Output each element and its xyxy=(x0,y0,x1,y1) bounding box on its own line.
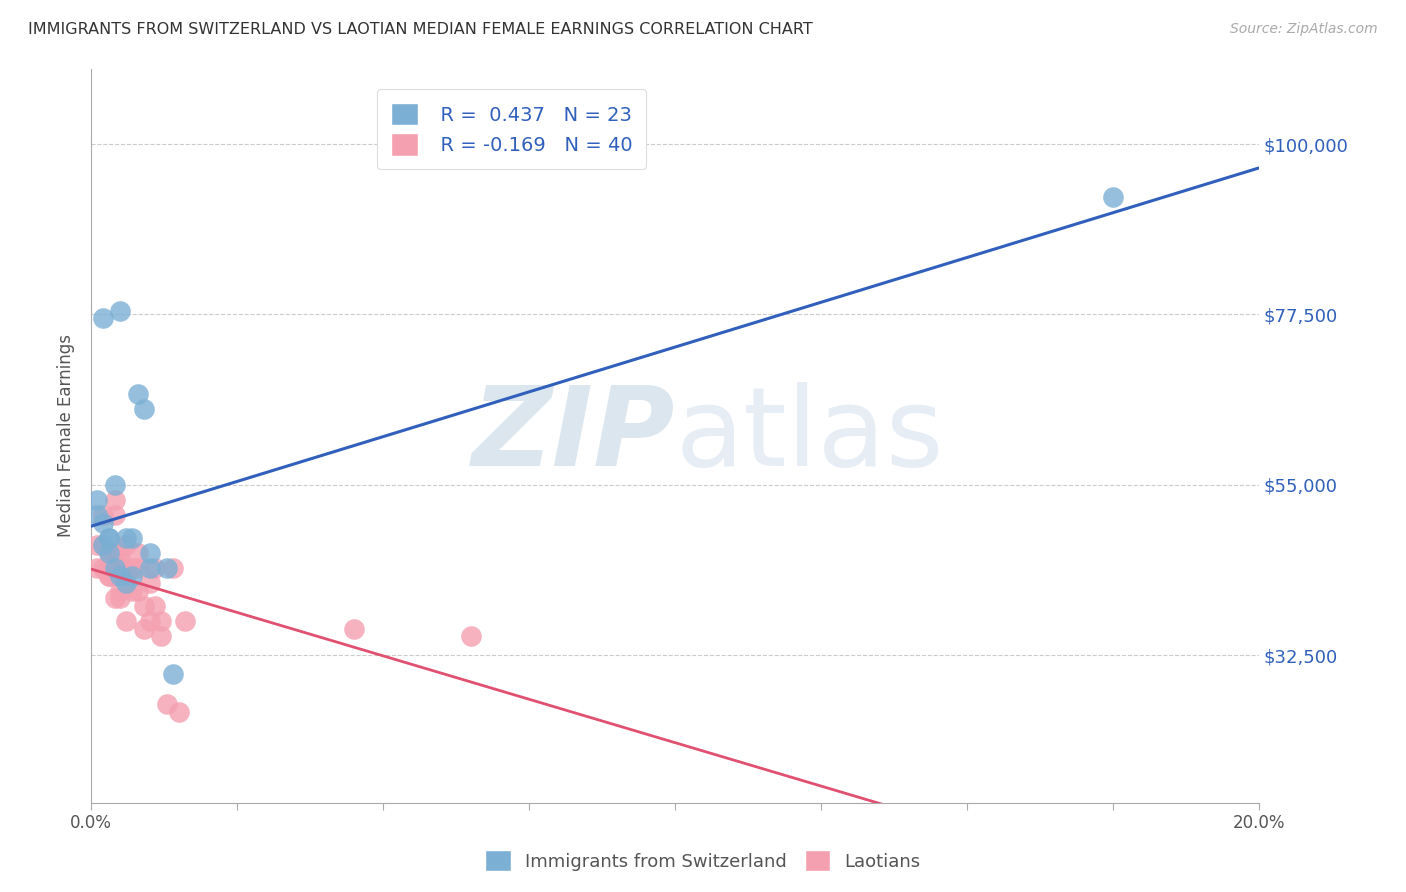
Point xyxy=(156,561,179,575)
Point xyxy=(91,516,114,530)
Point xyxy=(86,492,108,507)
Y-axis label: Median Female Earnings: Median Female Earnings xyxy=(58,334,75,537)
Point xyxy=(145,599,167,613)
Point xyxy=(86,561,108,575)
Point xyxy=(162,667,184,681)
Point xyxy=(127,546,149,560)
Point xyxy=(110,303,132,318)
Point xyxy=(110,553,132,567)
Point xyxy=(115,538,138,552)
Point xyxy=(132,599,155,613)
Point xyxy=(167,705,190,719)
Point xyxy=(115,561,138,575)
Point xyxy=(1102,190,1125,204)
Point xyxy=(115,531,138,545)
Point xyxy=(103,477,125,491)
Point xyxy=(138,546,160,560)
Legend: Immigrants from Switzerland, Laotians: Immigrants from Switzerland, Laotians xyxy=(478,843,928,879)
Point xyxy=(110,583,132,598)
Point xyxy=(121,531,143,545)
Text: atlas: atlas xyxy=(675,382,943,489)
Point xyxy=(132,622,155,636)
Text: ZIP: ZIP xyxy=(471,382,675,489)
Point xyxy=(97,568,120,582)
Legend:   R =  0.437   N = 23,   R = -0.169   N = 40: R = 0.437 N = 23, R = -0.169 N = 40 xyxy=(377,89,645,169)
Point xyxy=(103,561,125,575)
Point xyxy=(127,561,149,575)
Point xyxy=(91,538,114,552)
Point xyxy=(145,561,167,575)
Point xyxy=(162,561,184,575)
Point xyxy=(97,531,120,545)
Point xyxy=(121,568,143,582)
Point xyxy=(132,402,155,417)
Point xyxy=(150,629,173,643)
Point xyxy=(173,614,195,628)
Point xyxy=(110,591,132,606)
Point xyxy=(91,311,114,326)
Point xyxy=(103,492,125,507)
Point xyxy=(97,561,120,575)
Point xyxy=(103,508,125,522)
Point xyxy=(97,546,120,560)
Point xyxy=(121,583,143,598)
Point xyxy=(91,508,114,522)
Point xyxy=(97,568,120,582)
Point xyxy=(156,697,179,711)
Point xyxy=(121,561,143,575)
Point xyxy=(97,531,120,545)
Point xyxy=(127,583,149,598)
Point xyxy=(138,614,160,628)
Point xyxy=(86,538,108,552)
Point xyxy=(110,546,132,560)
Point xyxy=(86,508,108,522)
Point xyxy=(103,568,125,582)
Point xyxy=(460,629,482,643)
Text: IMMIGRANTS FROM SWITZERLAND VS LAOTIAN MEDIAN FEMALE EARNINGS CORRELATION CHART: IMMIGRANTS FROM SWITZERLAND VS LAOTIAN M… xyxy=(28,22,813,37)
Point xyxy=(97,546,120,560)
Point xyxy=(150,614,173,628)
Point xyxy=(127,387,149,401)
Point xyxy=(343,622,366,636)
Point xyxy=(103,546,125,560)
Point xyxy=(115,614,138,628)
Point xyxy=(103,591,125,606)
Point xyxy=(138,576,160,591)
Point xyxy=(91,561,114,575)
Point xyxy=(91,538,114,552)
Point xyxy=(110,568,132,582)
Text: Source: ZipAtlas.com: Source: ZipAtlas.com xyxy=(1230,22,1378,37)
Point xyxy=(138,561,160,575)
Point xyxy=(115,576,138,591)
